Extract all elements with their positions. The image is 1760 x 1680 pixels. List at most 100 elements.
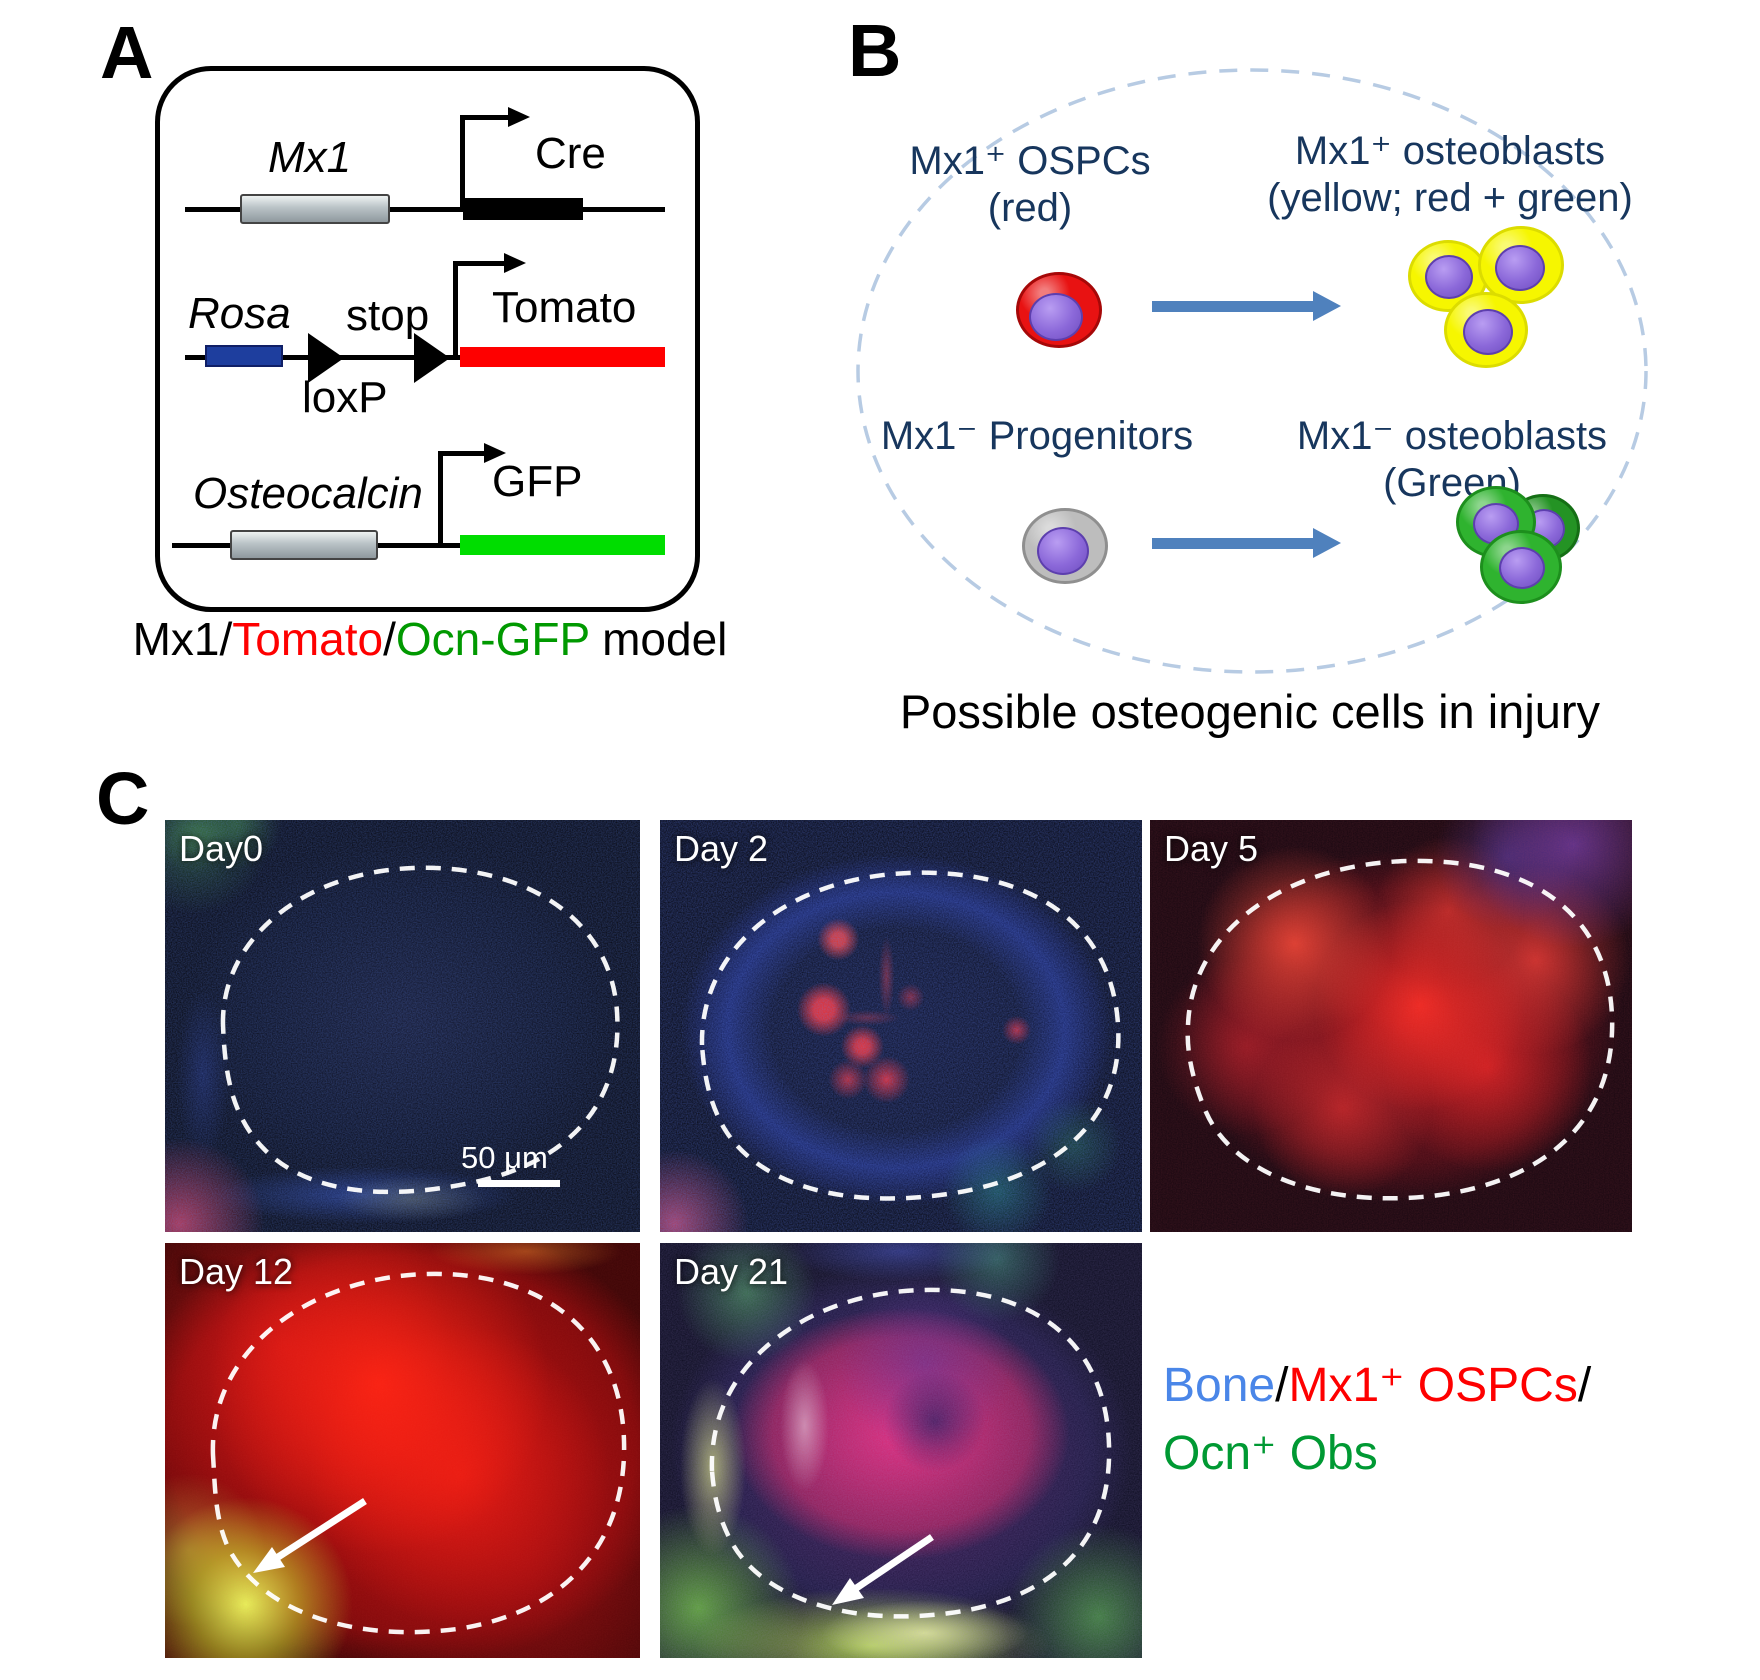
scale-bar <box>478 1180 560 1187</box>
speckle-noise <box>660 1243 1142 1658</box>
rosa-promoter-arrow <box>453 253 526 355</box>
mx1neg-osteoblast-label: Mx1⁻ osteoblasts (Green) <box>1252 413 1652 507</box>
micrograph-day2: Day 2 <box>660 820 1142 1232</box>
panel-c-label: C <box>96 757 150 840</box>
micrograph-day5: Day 5 <box>1150 820 1632 1232</box>
panel-a-caption: Mx1/Tomato/Ocn-GFP model <box>120 612 740 666</box>
day-label: Day 5 <box>1164 828 1259 869</box>
micrograph-overlay <box>660 1243 1142 1658</box>
micrograph-day12: Day 12 <box>165 1243 640 1658</box>
cre-coding-bar <box>463 198 583 220</box>
cell-nucleus <box>1029 293 1083 341</box>
scale-bar-label: 50 μm <box>461 1140 548 1175</box>
legend-line1: Bone/Mx1⁺ OSPCs/ <box>1163 1352 1743 1420</box>
legend-line2: Ocn⁺ Obs <box>1163 1420 1743 1488</box>
pointer-arrow <box>850 1534 934 1594</box>
cell-nucleus <box>1495 245 1545 291</box>
rosa-gene-box <box>205 345 283 367</box>
mx1-gene-label: Mx1 <box>268 133 352 182</box>
day-label: Day 12 <box>179 1251 294 1292</box>
construct-diagram-box: Mx1 Cre Rosa stop loxP Tomato Osteocalci… <box>155 66 700 612</box>
cell-nucleus <box>1499 547 1545 589</box>
day-label: Day0 <box>179 828 264 869</box>
gfp-label: GFP <box>492 457 583 506</box>
cell-nucleus <box>1463 309 1513 355</box>
ospc-label-line1: Mx1⁺ OSPCs <box>909 139 1151 183</box>
cell-nucleus <box>1037 527 1089 575</box>
injury-outline-dashed <box>709 1287 1112 1619</box>
yellow-osteoblast-cell <box>1478 226 1564 304</box>
green-osteoblast-cell <box>1480 530 1562 604</box>
micrograph-day21: Day 21 <box>660 1243 1142 1658</box>
speckle-noise <box>165 820 640 1232</box>
pointer-arrowhead-icon <box>253 1547 285 1573</box>
legend-slash: / <box>1275 1359 1289 1412</box>
differentiation-arrow-top <box>1152 291 1341 321</box>
loxp-triangle-icon <box>308 333 344 383</box>
tomato-reporter-bar <box>460 347 665 367</box>
micrograph-overlay <box>165 1243 640 1658</box>
rosa-gene-label: Rosa <box>188 289 291 338</box>
mx1neg-osteoblast-line2: (Green) <box>1383 461 1521 506</box>
speckle-noise <box>165 1243 640 1658</box>
loxp-label: loxP <box>302 373 388 422</box>
caption-part-mx1: Mx1/ <box>132 613 233 665</box>
progenitor-label-line1: Mx1⁻ Progenitors <box>880 414 1194 458</box>
speckle-noise <box>660 820 1142 1232</box>
panel-b-label: B <box>848 9 902 92</box>
loxp-triangle-icon <box>414 333 450 383</box>
mx1pos-osteoblast-line1: Mx1⁺ osteoblasts <box>1294 129 1606 173</box>
red-ospc-cell <box>1016 272 1102 348</box>
channel-legend: Bone/Mx1⁺ OSPCs/ Ocn⁺ Obs <box>1163 1352 1743 1488</box>
pointer-arrow <box>273 1498 367 1562</box>
mx1pos-osteoblast-line2: (yellow; red + green) <box>1267 176 1633 221</box>
osteocalcin-gene-label: Osteocalcin <box>193 469 423 518</box>
caption-part-tomato: Tomato <box>232 613 384 665</box>
injury-outline-dashed <box>220 865 620 1195</box>
arrowhead-icon <box>508 107 530 127</box>
ospc-label: Mx1⁺ OSPCs (red) <box>885 138 1175 232</box>
legend-bone: Bone <box>1163 1359 1276 1412</box>
ocn-promoter-arrow <box>438 443 506 543</box>
pointer-arrowhead-icon <box>832 1578 864 1605</box>
arrowhead-icon <box>504 253 526 273</box>
legend-mx1-ospcs: Mx1⁺ OSPCs <box>1288 1359 1578 1412</box>
day-label: Day 2 <box>674 828 769 869</box>
mx1pos-osteoblast-label: Mx1⁺ osteoblasts (yellow; red + green) <box>1240 128 1660 222</box>
speckle-noise <box>1150 820 1632 1232</box>
micrograph-overlay <box>165 820 640 1232</box>
cell-nucleus <box>1425 255 1473 299</box>
injury-outline-dashed <box>1185 858 1615 1201</box>
ocn-locus-line <box>172 543 665 548</box>
dashed-ellipse-boundary <box>856 68 1648 674</box>
arrowhead-icon <box>484 443 506 463</box>
injury-outline-dashed <box>210 1271 627 1635</box>
panel-b-caption: Possible osteogenic cells in injury <box>899 685 1601 738</box>
micrograph-overlay <box>1150 820 1632 1232</box>
caption-part-ocn-gfp: Ocn-GFP <box>395 613 590 665</box>
tomato-label: Tomato <box>492 283 637 332</box>
stop-label: stop <box>346 291 430 340</box>
yellow-osteoblast-cell <box>1408 240 1488 312</box>
cre-label: Cre <box>535 129 606 178</box>
ospc-label-line2: (red) <box>987 186 1073 231</box>
mx1-gene-box <box>240 194 390 224</box>
injury-outline-dashed <box>699 870 1121 1201</box>
micrograph-day0: Day0 50 μm <box>165 820 640 1232</box>
caption-part-slash: / <box>383 613 396 665</box>
gfp-reporter-bar <box>460 535 665 555</box>
legend-slash: / <box>1577 1359 1592 1412</box>
micrograph-overlay <box>660 820 1142 1232</box>
day-label: Day 21 <box>674 1251 789 1292</box>
mx1-locus-line <box>185 207 665 212</box>
panel-a-label: A <box>100 11 154 94</box>
mx1neg-osteoblast-line1: Mx1⁻ osteoblasts <box>1296 414 1608 458</box>
progenitor-label: Mx1⁻ Progenitors <box>872 413 1202 460</box>
caption-part-model: model <box>589 613 728 665</box>
legend-ocn-obs: Ocn⁺ Obs <box>1163 1427 1378 1481</box>
yellow-osteoblast-cell <box>1444 292 1528 368</box>
differentiation-arrow-bottom <box>1152 528 1341 558</box>
osteocalcin-gene-box <box>230 530 378 560</box>
mx1-promoter-arrow <box>460 107 530 207</box>
